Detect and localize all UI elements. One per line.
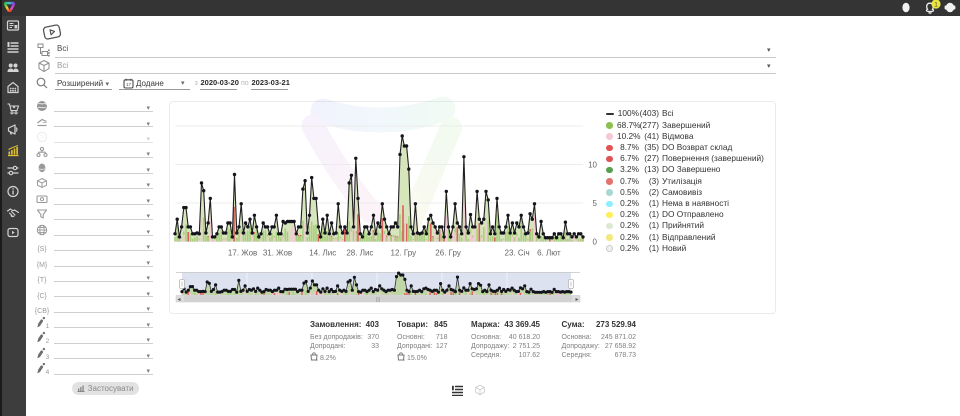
svg-text:3: 3: [45, 354, 49, 360]
svg-text:4: 4: [45, 369, 49, 375]
svg-text:?: ?: [40, 134, 44, 141]
svg-text:1: 1: [45, 323, 49, 329]
svg-text:1: 1: [934, 2, 938, 9]
svg-text:2: 2: [45, 338, 49, 344]
svg-text:x: x: [403, 358, 405, 361]
svg-text:17: 17: [125, 82, 131, 87]
svg-text:x: x: [316, 358, 318, 361]
